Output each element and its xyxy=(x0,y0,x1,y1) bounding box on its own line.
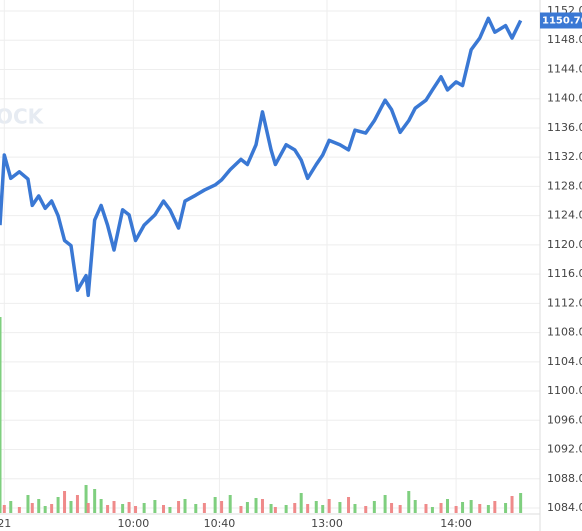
volume-bar xyxy=(245,502,249,513)
y-tick-label: 1096.00 xyxy=(547,413,582,426)
volume-bar xyxy=(213,497,217,513)
volume-bar xyxy=(153,500,157,513)
y-tick-label: 1128.00 xyxy=(547,179,582,192)
volume-bar xyxy=(121,504,125,513)
volume-bar xyxy=(430,507,434,513)
volume-bar xyxy=(293,503,297,513)
y-tick-label: 1088.00 xyxy=(547,472,582,485)
volume-bar xyxy=(321,505,325,513)
volume-bar xyxy=(56,497,60,513)
volume-bar xyxy=(299,493,303,513)
volume-bar xyxy=(43,506,47,513)
volume-bar xyxy=(269,504,273,513)
volume-bar xyxy=(454,506,458,513)
volume-bar xyxy=(469,500,473,513)
volume-bar xyxy=(504,503,508,513)
volume-bar xyxy=(364,506,368,513)
volume-bar xyxy=(0,317,2,513)
volume-bar xyxy=(194,504,198,513)
volume-bar xyxy=(99,499,103,513)
x-tick-label: 13:00 xyxy=(311,517,343,530)
volume-bar xyxy=(383,495,387,513)
y-tick-label: 1140.00 xyxy=(547,92,582,105)
volume-bar xyxy=(75,495,79,513)
y-tick-label: 1132.00 xyxy=(547,150,582,163)
volume-bar xyxy=(510,496,514,513)
x-tick-label: 10:40 xyxy=(204,517,236,530)
volume-bar xyxy=(177,501,181,513)
y-tick-label: 1092.00 xyxy=(547,443,582,456)
volume-bar xyxy=(519,493,523,513)
y-tick-label: 1148.00 xyxy=(547,33,582,46)
volume-bar xyxy=(306,504,310,513)
volume-bar xyxy=(127,502,131,513)
volume-bar xyxy=(220,501,224,513)
volume-bar xyxy=(202,503,206,513)
volume-bar xyxy=(353,504,357,513)
volume-bar xyxy=(26,495,30,513)
y-tick-label: 1116.00 xyxy=(547,267,582,280)
volume-bar xyxy=(486,505,490,513)
watermark: OCK xyxy=(0,105,45,129)
y-tick-label: 1104.00 xyxy=(547,355,582,368)
volume-bar xyxy=(84,485,88,513)
volume-bar xyxy=(17,507,21,513)
volume-bar xyxy=(37,499,41,513)
volume-bar xyxy=(327,499,331,513)
volume-bar xyxy=(413,500,417,513)
y-tick-label: 1136.00 xyxy=(547,121,582,134)
last-price-box xyxy=(540,12,582,29)
volume-bar xyxy=(347,497,351,513)
volume-bar xyxy=(260,499,264,513)
y-tick-label: 1112.00 xyxy=(547,296,582,309)
volume-bar xyxy=(228,495,232,513)
volume-bar xyxy=(9,501,13,513)
y-tick-label: 1120.00 xyxy=(547,238,582,251)
volume-bar xyxy=(63,491,67,513)
volume-bar xyxy=(398,505,402,513)
volume-bar xyxy=(461,502,465,513)
price-line xyxy=(0,16,523,298)
last-price-label: 1150.70 xyxy=(542,16,582,27)
volume-bar xyxy=(314,501,318,513)
y-tick-label: 1084.00 xyxy=(547,501,582,514)
volume-bar xyxy=(93,489,97,513)
volume-bar xyxy=(50,504,54,513)
volume-bar xyxy=(445,499,449,513)
volume-bar xyxy=(69,501,73,513)
y-tick-label: 1100.00 xyxy=(547,384,582,397)
volume-bar xyxy=(478,504,482,513)
volume-bar xyxy=(30,503,34,513)
volume-bar xyxy=(372,501,376,513)
volume-bar xyxy=(183,499,187,513)
volume-bar xyxy=(142,503,146,513)
volume-bar xyxy=(493,501,497,513)
volume-bar xyxy=(168,507,172,513)
volume-bar xyxy=(239,506,243,513)
x-tick-label: 21 xyxy=(0,517,11,530)
volume-bar xyxy=(162,505,166,513)
volume-bar xyxy=(439,503,443,513)
y-tick-label: 1108.00 xyxy=(547,326,582,339)
volume-bar xyxy=(134,506,138,513)
x-tick-label: 14:00 xyxy=(440,517,472,530)
volume-bar xyxy=(86,503,90,513)
volume-bar xyxy=(254,498,258,513)
volume-bar xyxy=(284,505,288,513)
volume-bar xyxy=(106,505,110,513)
volume-bar xyxy=(407,491,411,513)
volume-bar xyxy=(273,507,277,513)
y-tick-label: 1124.00 xyxy=(547,209,582,222)
volume-bar xyxy=(338,502,342,513)
volume-bar xyxy=(2,505,6,513)
x-tick-label: 10:00 xyxy=(118,517,150,530)
volume-bar xyxy=(112,501,116,513)
volume-bar xyxy=(390,503,394,513)
y-tick-label: 1144.00 xyxy=(547,62,582,75)
volume-bar xyxy=(424,504,428,513)
